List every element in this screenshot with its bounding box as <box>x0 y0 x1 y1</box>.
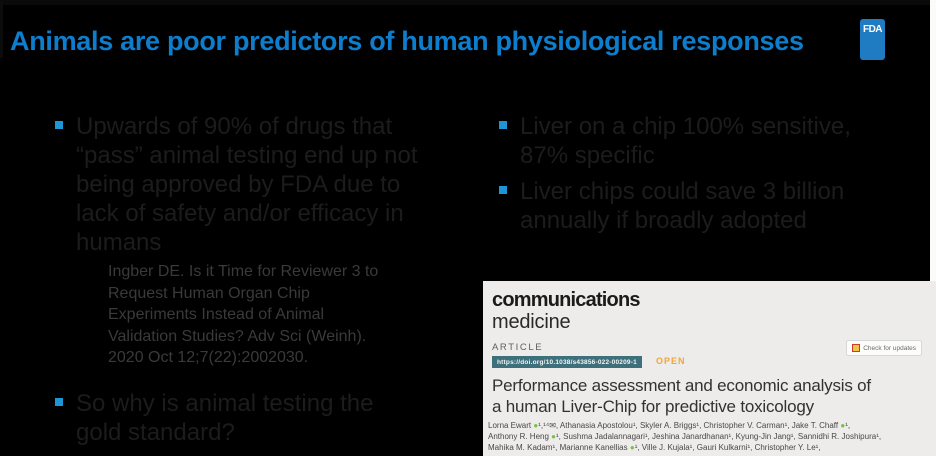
doi-link[interactable]: https://doi.org/10.1038/s43856-022-00209… <box>492 356 642 368</box>
slide-right-edge <box>930 0 936 456</box>
bullet-text-line: lack of safety and/or efficacy in <box>76 200 404 227</box>
citation-line: Request Human Organ Chip <box>108 284 310 302</box>
citation-line: Ingber DE. Is it Time for Reviewer 3 to <box>108 263 379 280</box>
crossmark-icon <box>852 344 861 352</box>
bullet-text-line: gold standard? <box>76 419 235 446</box>
orcid-icon: ● <box>629 443 635 452</box>
citation-line: Validation Studies? Adv Sci (Weinh). <box>108 327 367 345</box>
bullet-text-line: “pass” animal testing end up not <box>76 142 418 169</box>
fda-logo: FDA <box>860 19 885 60</box>
bullet-liver-chip-savings: Liver chips could save 3 billion annuall… <box>499 177 844 235</box>
paper-screenshot: communications medicine ARTICLE https://… <box>483 281 936 456</box>
citation-ingber: Ingber DE. Is it Time for Reviewer 3 to … <box>108 261 378 369</box>
slide-title: Animals are poor predictors of human phy… <box>10 26 804 56</box>
letterbox-left-edge <box>0 0 3 58</box>
orcid-icon: ● <box>840 421 846 430</box>
bullet-text-line: being approved by FDA due to <box>76 171 401 198</box>
author-line: Mahika M. Kadam¹, Marianne Kanellias ●¹,… <box>488 443 821 452</box>
citation-line: Experiments Instead of Animal <box>108 306 325 323</box>
bullet-text-line: Liver chips could save 3 billion <box>520 178 845 205</box>
paper-author-list: Lorna Ewart ●¹,¹⁴✉, Athanasia Apostolou¹… <box>488 420 932 453</box>
bullet-gold-standard-question: So why is animal testing the gold standa… <box>55 389 373 447</box>
bullet-text-line: annually if broadly adopted <box>520 207 807 234</box>
citation-line: 2020 Oct 12;7(22):2002030. <box>108 349 309 366</box>
paper-title: Performance assessment and economic anal… <box>492 375 871 417</box>
bullet-text-line: Upwards of 90% of drugs that <box>76 113 393 140</box>
bullet-text-line: 87% specific <box>520 142 655 169</box>
orcid-icon: ● <box>533 421 539 430</box>
journal-name-medicine: medicine <box>492 311 571 333</box>
paper-title-line: Performance assessment and economic anal… <box>492 376 871 395</box>
letterbox-top-bar <box>0 0 936 5</box>
bullet-liver-chip-sensitivity: Liver on a chip 100% sensitive, 87% spec… <box>499 112 851 170</box>
bullet-square-icon <box>499 121 507 129</box>
fda-logo-text: FDA <box>862 24 883 35</box>
paper-title-line: a human Liver-Chip for predictive toxico… <box>492 397 814 416</box>
bullet-square-icon <box>55 398 63 406</box>
check-for-updates-label: Check for updates <box>863 344 916 352</box>
author-line: Lorna Ewart ●¹,¹⁴✉, Athanasia Apostolou¹… <box>488 421 851 430</box>
bullet-text-line: Liver on a chip 100% sensitive, <box>520 113 851 140</box>
bullet-square-icon <box>499 186 507 194</box>
check-for-updates-badge[interactable]: Check for updates <box>846 340 922 356</box>
bullet-square-icon <box>55 121 63 129</box>
author-line: Anthony R. Heng ●¹, Sushma Jadalannagari… <box>488 432 882 441</box>
open-access-label: OPEN <box>656 356 686 366</box>
bullet-drugs-fail: Upwards of 90% of drugs that “pass” anim… <box>55 112 418 257</box>
article-type-label: ARTICLE <box>492 342 544 353</box>
journal-name-communications: communications <box>492 289 641 311</box>
orcid-icon: ● <box>551 432 556 441</box>
bullet-text-line: So why is animal testing the <box>76 390 374 417</box>
bullet-text-line: humans <box>76 229 162 256</box>
